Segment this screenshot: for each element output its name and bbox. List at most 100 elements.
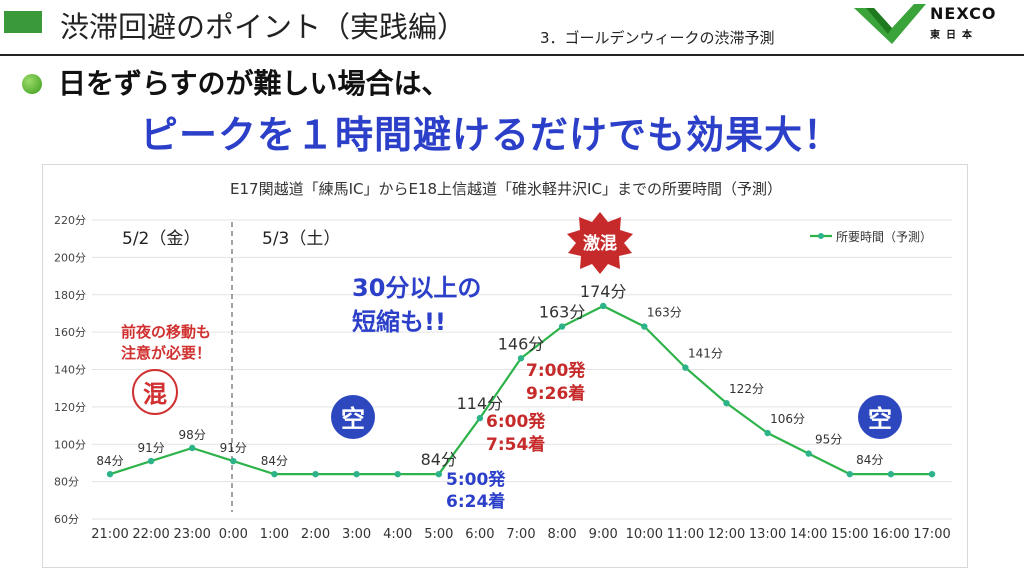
saving-note-line1: 30分以上の — [352, 274, 481, 302]
day-label-may3: 5/3（土） — [262, 229, 340, 249]
legend-label: 所要時間（予測） — [836, 230, 932, 244]
peak-badge-text: 激混 — [583, 233, 617, 254]
data-point — [189, 444, 196, 452]
header-accent-bar — [4, 11, 42, 33]
data-label: 174分 — [580, 282, 627, 301]
empty-badge-1-text: 空 — [341, 405, 365, 433]
y-tick-label: 100分 — [54, 438, 86, 451]
chart-title: E17関越道「練馬IC」からE18上信越道「碓氷軽井沢IC」までの所要時間（予測… — [230, 180, 782, 198]
data-point — [805, 450, 812, 457]
x-tick-label: 8:00 — [547, 527, 576, 542]
section-subtitle: 3．ゴールデンウィークの渋滞予測 — [540, 29, 775, 47]
data-point — [682, 364, 689, 371]
nexco-mark-icon — [854, 4, 926, 44]
x-tick-label: 23:00 — [173, 527, 210, 542]
data-label: 91分 — [137, 441, 164, 455]
x-tick-label: 13:00 — [749, 527, 786, 542]
saving-note-line2: 短縮も!! — [352, 308, 446, 336]
data-label: 84分 — [261, 454, 288, 468]
arrive-6: 7:54着 — [486, 434, 545, 455]
gridlines — [92, 219, 952, 520]
data-label: 106分 — [770, 412, 805, 426]
x-tick-label: 15:00 — [831, 527, 868, 542]
night-note-line1: 前夜の移動も — [121, 323, 211, 341]
peak-starburst-icon — [567, 212, 633, 274]
busy-badge-text: 混 — [143, 380, 167, 408]
x-tick-label: 22:00 — [132, 527, 169, 542]
y-tick-label: 120分 — [54, 401, 86, 414]
data-point — [147, 457, 155, 465]
x-tick-label: 5:00 — [424, 527, 453, 542]
day-label-may2: 5/2（金） — [122, 229, 200, 249]
y-tick-label: 220分 — [54, 214, 86, 227]
y-tick-label: 140分 — [54, 364, 86, 377]
busy-badge-circle — [132, 369, 178, 415]
night-note-line2: 注意が必要！ — [121, 344, 211, 362]
chart-frame — [42, 164, 968, 568]
x-tick-label: 9:00 — [589, 527, 618, 542]
nexco-logo: NEXCO 東日本 — [852, 2, 1020, 46]
data-label: 163分 — [539, 303, 586, 322]
y-tick-label: 180分 — [54, 289, 86, 302]
data-label: 122分 — [729, 382, 764, 396]
y-tick-label: 200分 — [54, 251, 86, 264]
data-point — [558, 323, 566, 330]
x-tick-label: 2:00 — [301, 527, 330, 542]
data-point — [312, 470, 319, 478]
x-tick-label: 17:00 — [913, 527, 950, 542]
y-tick-label: 60分 — [54, 513, 79, 526]
data-label: 95分 — [815, 433, 842, 447]
headline-text: ピークを１時間避けるだけでも効果大！ — [140, 113, 843, 157]
x-tick-label: 6:00 — [465, 527, 494, 542]
data-label: 91分 — [220, 441, 247, 455]
data-label: 141分 — [688, 347, 723, 361]
data-point — [394, 470, 401, 478]
x-tick-label: 1:00 — [260, 527, 289, 542]
data-point — [106, 470, 114, 478]
data-point — [271, 470, 278, 478]
data-label: 98分 — [179, 428, 206, 442]
x-tick-label: 21:00 — [91, 527, 128, 542]
lead-text: 日をずらすのが難しい場合は、 — [58, 67, 450, 100]
empty-badge-2-circle — [858, 395, 902, 439]
data-point — [600, 302, 607, 310]
data-label: 84分 — [96, 454, 123, 468]
empty-badge-1-circle — [331, 395, 375, 439]
data-label: 84分 — [421, 450, 457, 469]
logo-wordmark: NEXCO — [930, 4, 997, 23]
data-labels: 84分 91分 98分 91分 84分 84分 114分 146分 163分 174分 163分 14… — [96, 282, 883, 469]
data-point — [928, 470, 936, 478]
x-tick-label: 11:00 — [667, 527, 704, 542]
x-tick-label: 3:00 — [342, 527, 371, 542]
logo-subtitle: 東日本 — [930, 30, 978, 41]
depart-5: 5:00発 — [446, 469, 506, 490]
data-point — [846, 470, 853, 478]
empty-badge-2-text: 空 — [868, 405, 892, 433]
data-point — [764, 429, 771, 437]
x-tick-label: 4:00 — [383, 527, 412, 542]
x-tick-labels: 21:00 22:00 23:00 0:00 1:00 2:00 3:00 4:00 5:00 6… — [91, 527, 950, 542]
y-tick-label: 80分 — [54, 476, 79, 489]
arrive-5: 6:24着 — [446, 491, 505, 512]
x-tick-label: 7:00 — [506, 527, 535, 542]
data-point — [887, 470, 895, 478]
header-divider — [0, 54, 1024, 56]
page-title: 渋滞回避のポイント（実践編） — [60, 10, 467, 44]
legend-marker — [818, 233, 824, 239]
data-label: 84分 — [856, 453, 883, 467]
data-label: 146分 — [498, 334, 545, 353]
arrive-7: 9:26着 — [526, 383, 585, 404]
depart-7: 7:00発 — [526, 360, 586, 381]
depart-6: 6:00発 — [486, 411, 546, 432]
x-tick-label: 14:00 — [790, 527, 827, 542]
x-tick-label: 16:00 — [872, 527, 909, 542]
data-point — [353, 470, 360, 478]
data-point — [476, 414, 484, 422]
y-tick-labels: 60分 80分 100分 120分 140分 160分 180分 200分 220分 — [54, 214, 86, 526]
data-point — [641, 323, 648, 330]
x-tick-label: 12:00 — [708, 527, 745, 542]
legend: 所要時間（予測） — [810, 230, 932, 244]
data-point — [517, 355, 525, 362]
x-tick-label: 10:00 — [626, 527, 663, 542]
